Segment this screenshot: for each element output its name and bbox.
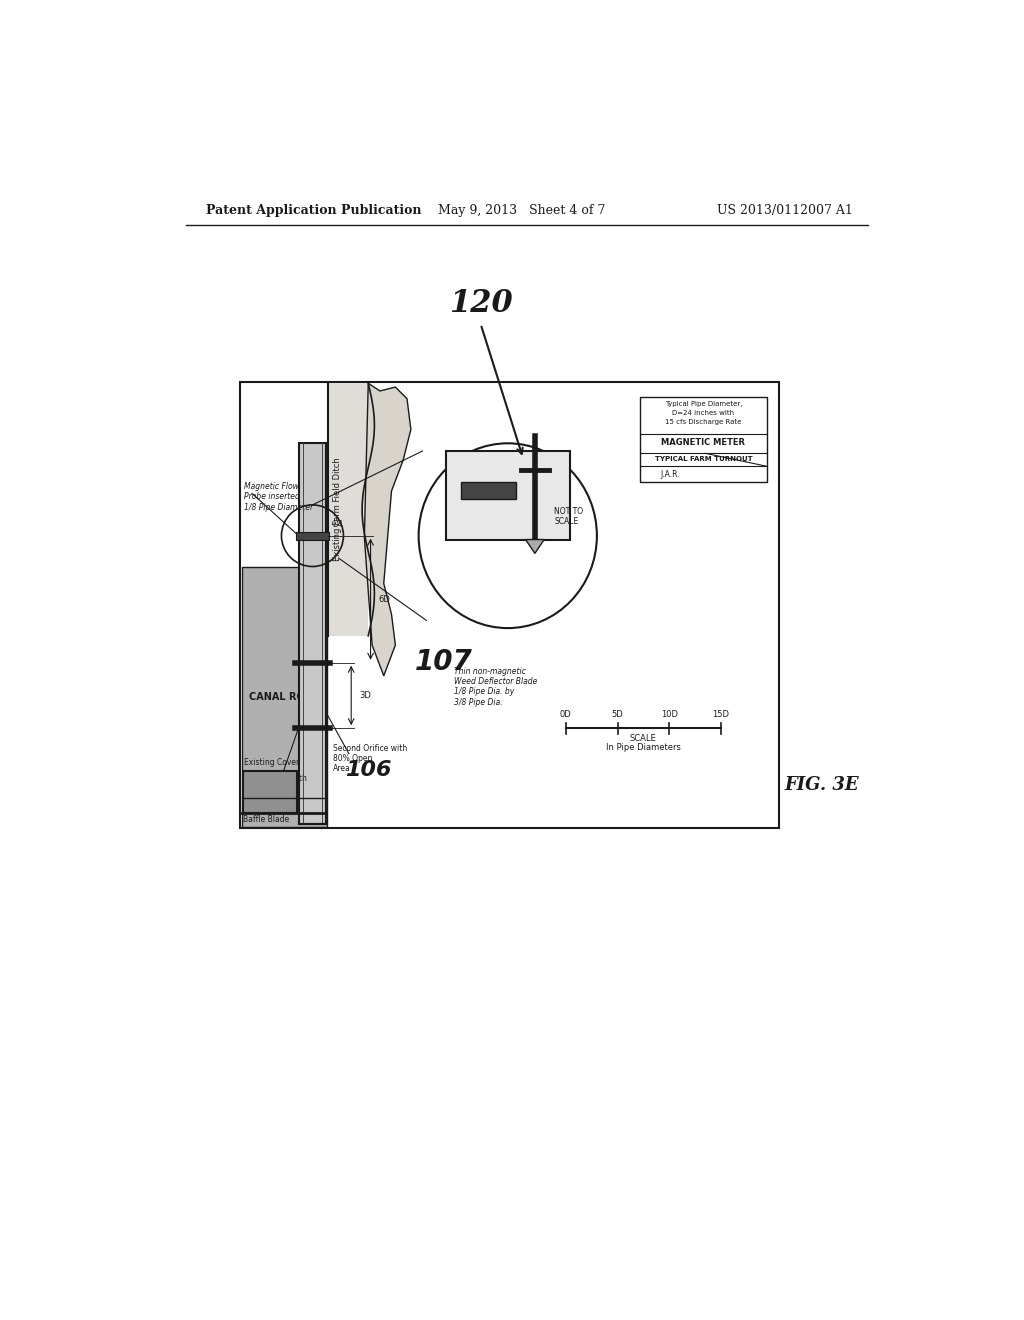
- Bar: [328, 383, 369, 636]
- Text: Existing Farm Field Ditch: Existing Farm Field Ditch: [333, 458, 342, 561]
- Text: FIG. 3E: FIG. 3E: [784, 776, 859, 793]
- Polygon shape: [525, 540, 544, 553]
- Text: 106: 106: [345, 760, 391, 780]
- Text: In Pipe Diameters: In Pipe Diameters: [606, 743, 681, 752]
- Bar: [243, 771, 297, 813]
- Text: NOT TO
SCALE: NOT TO SCALE: [554, 507, 584, 527]
- Text: J.A.R.: J.A.R.: [660, 470, 680, 479]
- Text: First Orifice with
80% Open
Area: First Orifice with 80% Open Area: [245, 775, 307, 804]
- Text: D=24 inches with: D=24 inches with: [673, 411, 734, 416]
- Bar: [242, 566, 328, 826]
- Text: 107: 107: [415, 648, 472, 676]
- Text: 6D: 6D: [378, 595, 390, 603]
- Text: 5D: 5D: [611, 710, 624, 719]
- Bar: [296, 532, 329, 540]
- Text: 104: 104: [241, 789, 287, 809]
- Text: D4: D4: [333, 520, 343, 528]
- Bar: [640, 397, 767, 482]
- Bar: [461, 482, 515, 499]
- Text: CANAL ROAD: CANAL ROAD: [249, 692, 321, 702]
- Text: 3D: 3D: [359, 690, 371, 700]
- Text: US 2013/0112007 A1: US 2013/0112007 A1: [717, 205, 853, 218]
- Polygon shape: [365, 383, 411, 676]
- Bar: [445, 451, 569, 540]
- Text: Magnetic Flow
Probe inserted
1/8 Pipe Diameter: Magnetic Flow Probe inserted 1/8 Pipe Di…: [245, 482, 313, 512]
- Text: Second Orifice with
80% Open
Area: Second Orifice with 80% Open Area: [334, 743, 408, 774]
- Text: 10D: 10D: [660, 710, 678, 719]
- Text: 15 cfs Discharge Rate: 15 cfs Discharge Rate: [666, 420, 741, 425]
- Text: TYPICAL FARM TURNOUT: TYPICAL FARM TURNOUT: [654, 457, 753, 462]
- Text: May 9, 2013   Sheet 4 of 7: May 9, 2013 Sheet 4 of 7: [438, 205, 605, 218]
- Ellipse shape: [419, 444, 597, 628]
- Text: 120: 120: [449, 288, 512, 319]
- Text: Patent Application Publication: Patent Application Publication: [206, 205, 421, 218]
- Bar: [299, 444, 327, 825]
- Text: SCALE: SCALE: [630, 734, 656, 743]
- Text: Thin non-magnetic
Weed Deflector Blade
1/8 Pipe Dia. by
3/8 Pipe Dia.: Thin non-magnetic Weed Deflector Blade 1…: [454, 667, 537, 706]
- Text: MAGNETIC METER: MAGNETIC METER: [662, 438, 745, 447]
- Text: Existing Cover: Existing Cover: [245, 758, 299, 767]
- Text: 15D: 15D: [713, 710, 729, 719]
- Bar: [241, 381, 779, 829]
- Text: 0D: 0D: [560, 710, 571, 719]
- Text: Weak-Jet
Exposed-No
Baffle Blade: Weak-Jet Exposed-No Baffle Blade: [243, 795, 289, 825]
- Text: Typical Pipe Diameter,: Typical Pipe Diameter,: [665, 401, 742, 407]
